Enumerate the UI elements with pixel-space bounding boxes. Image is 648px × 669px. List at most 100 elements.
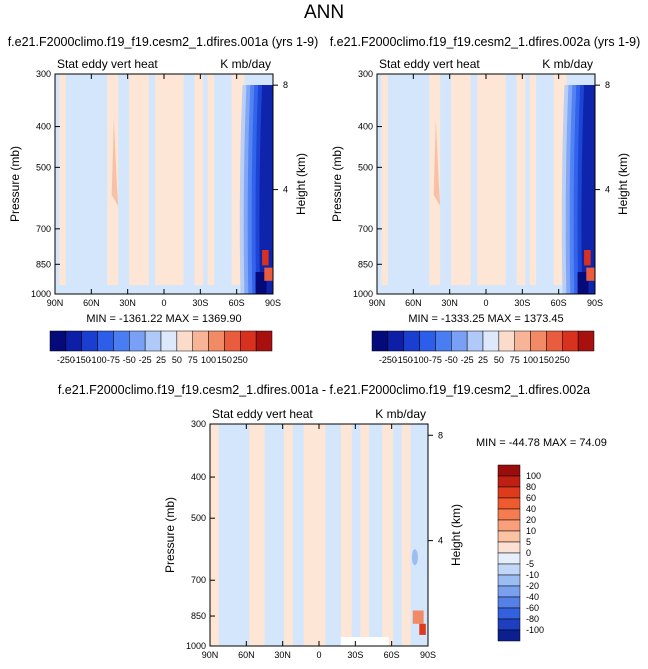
colorbar-swatch bbox=[176, 330, 193, 352]
warm-band bbox=[207, 74, 215, 286]
warm-spot bbox=[412, 610, 424, 624]
colorbar-swatch bbox=[482, 330, 500, 352]
x-tick-label: 90S bbox=[587, 298, 603, 308]
colorbar-label: 50 bbox=[172, 355, 182, 365]
y-tick-label: 850 bbox=[36, 259, 51, 269]
stats-label: MIN = -1333.25 MAX = 1373.45 bbox=[408, 313, 563, 325]
colorbar-label: 100 bbox=[201, 355, 216, 365]
warm-band bbox=[59, 74, 66, 286]
colorbar-label: -25 bbox=[139, 355, 152, 365]
right-label: K mb/day bbox=[375, 407, 426, 421]
x-tick-label: 60S bbox=[384, 650, 400, 660]
colorbar-label: 50 bbox=[494, 355, 504, 365]
left-label: Stat eddy vert heat bbox=[379, 57, 480, 71]
cold-spot bbox=[255, 272, 267, 294]
warm-spot bbox=[264, 267, 273, 281]
y-axis-title: Pressure (mb) bbox=[330, 146, 344, 222]
warm-band bbox=[249, 424, 265, 646]
y-tick-label: 500 bbox=[358, 162, 373, 172]
left-label: Stat eddy vert heat bbox=[57, 57, 158, 71]
warm-band bbox=[529, 74, 537, 286]
colorbar-swatch bbox=[514, 330, 531, 352]
x-tick-label: 90N bbox=[47, 298, 64, 308]
warm-band bbox=[360, 424, 370, 646]
colorbar-swatch bbox=[497, 497, 521, 510]
x-tick-label: 60N bbox=[83, 298, 100, 308]
colorbar-label: 5 bbox=[526, 537, 531, 547]
colorbar-swatch bbox=[498, 330, 515, 352]
colorbar-swatch bbox=[160, 330, 178, 352]
colorbar-label: -250 bbox=[57, 355, 75, 365]
colorbar-swatch bbox=[497, 486, 521, 499]
warm-spot bbox=[586, 267, 595, 281]
colorbar-swatch bbox=[192, 330, 209, 352]
y-right-axis-title: Height (km) bbox=[616, 153, 630, 215]
y-tick-label: 850 bbox=[358, 259, 373, 269]
colorbar-swatch bbox=[65, 330, 82, 352]
y-tick-label: 700 bbox=[36, 224, 51, 234]
warm-band bbox=[194, 74, 204, 286]
warm-spot bbox=[419, 623, 426, 635]
y-right-tick-label: 8 bbox=[283, 80, 288, 90]
y-tick-label: 700 bbox=[191, 575, 206, 585]
colorbar-label: -10 bbox=[526, 570, 539, 580]
colorbar-label: -100 bbox=[411, 355, 429, 365]
right-label: K mb/day bbox=[220, 57, 271, 71]
colorbar-swatch bbox=[497, 475, 521, 488]
y-tick-label: 1000 bbox=[186, 641, 206, 651]
warm-band bbox=[284, 424, 293, 646]
colorbar-label: -250 bbox=[379, 355, 397, 365]
colorbar-label: 60 bbox=[526, 493, 536, 503]
colorbar-swatch bbox=[497, 464, 521, 477]
colorbar-swatch bbox=[497, 574, 521, 587]
y-tick-label: 500 bbox=[36, 162, 51, 172]
stats-label: MIN = -44.78 MAX = 74.09 bbox=[476, 437, 607, 449]
y-right-tick-label: 4 bbox=[283, 185, 288, 195]
colorbar-swatch bbox=[497, 530, 521, 543]
panel-1-title: f.e21.F2000climo.f19_f19.cesm2_1.dfires.… bbox=[7, 35, 319, 49]
colorbar-swatch bbox=[419, 330, 436, 352]
colorbar-swatch bbox=[255, 330, 273, 352]
colorbar-swatch bbox=[497, 563, 521, 576]
panel-3-chart: Stat eddy vert heat K mb/day 90N 60N 30N 0 30S… bbox=[163, 407, 607, 660]
warm-band bbox=[451, 74, 471, 286]
x-tick-label: 60S bbox=[551, 298, 567, 308]
warm-band bbox=[381, 74, 388, 286]
x-tick-label: 0 bbox=[483, 298, 488, 308]
colorbar-swatch bbox=[129, 330, 146, 352]
colorbar-label: 80 bbox=[526, 482, 536, 492]
colorbar-swatch bbox=[466, 330, 484, 352]
colorbar-label: -25 bbox=[461, 355, 474, 365]
stats-label: MIN = -1361.22 MAX = 1369.90 bbox=[86, 313, 241, 325]
colorbar-label: -150 bbox=[73, 355, 91, 365]
y-right-axis-title: Height (km) bbox=[449, 504, 463, 566]
warm-band bbox=[340, 424, 352, 646]
colorbar-swatch bbox=[240, 330, 257, 352]
colorbar-swatch bbox=[497, 552, 521, 565]
y-tick-label: 500 bbox=[191, 513, 206, 523]
plot-area bbox=[209, 423, 429, 647]
colorbar-swatch bbox=[49, 330, 67, 352]
colorbar-label: 250 bbox=[555, 355, 570, 365]
y-tick-label: 1000 bbox=[31, 289, 51, 299]
colorbar-label: 10 bbox=[526, 526, 536, 536]
warm-band bbox=[210, 424, 219, 646]
colorbar-swatch bbox=[577, 330, 595, 352]
cold-spot bbox=[411, 549, 418, 566]
x-tick-label: 30N bbox=[441, 298, 458, 308]
colorbar-swatch bbox=[497, 585, 521, 598]
colorbar-label: -100 bbox=[526, 625, 544, 635]
y-tick-label: 400 bbox=[36, 122, 51, 132]
colorbar-label: 25 bbox=[478, 355, 488, 365]
colorbar-swatch bbox=[435, 330, 452, 352]
x-tick-label: 30S bbox=[347, 650, 363, 660]
plot-area bbox=[54, 73, 274, 295]
colorbar-label: 100 bbox=[526, 471, 541, 481]
warm-band bbox=[516, 74, 526, 286]
page-title: ANN bbox=[303, 2, 345, 23]
x-tick-label: 30N bbox=[119, 298, 136, 308]
colorbar-label: -50 bbox=[445, 355, 458, 365]
colorbar-swatch bbox=[371, 330, 389, 352]
y-right-tick-label: 4 bbox=[605, 185, 610, 195]
cold-spot bbox=[577, 272, 589, 294]
